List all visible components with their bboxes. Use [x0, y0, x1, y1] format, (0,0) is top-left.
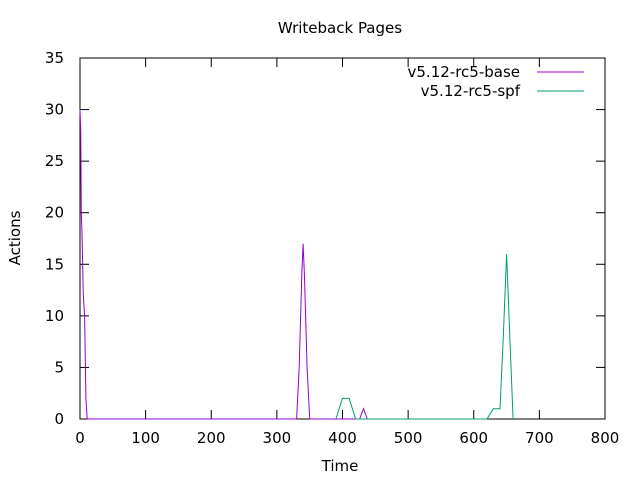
y-tick-label: 0: [54, 410, 64, 428]
y-tick-label: 35: [45, 49, 64, 67]
plot-border: [79, 57, 606, 420]
y-tick-label: 25: [45, 152, 64, 170]
y-tick-label: 5: [54, 358, 64, 376]
x-tick-label: 300: [263, 429, 292, 447]
series-layer: [79, 109, 514, 420]
legend-label-2: v5.12-rc5-spf: [421, 82, 521, 100]
y-tick-label: 30: [45, 101, 64, 119]
y-tick-label: 10: [45, 307, 64, 325]
x-tick-label: 400: [328, 429, 357, 447]
y-tick-label: 20: [45, 204, 64, 222]
chart-title: Writeback Pages: [278, 19, 402, 37]
x-tick-label: 600: [459, 429, 488, 447]
x-axis: 0 100 200 300 400 500 600 700 800: [75, 58, 619, 447]
x-tick-label: 700: [525, 429, 554, 447]
x-tick-label: 500: [394, 429, 423, 447]
legend-label-1: v5.12-rc5-base: [408, 63, 521, 81]
y-tick-label: 15: [45, 255, 64, 273]
series-line-1: [79, 109, 372, 420]
x-axis-label: Time: [321, 457, 359, 475]
x-tick-label: 0: [75, 429, 85, 447]
x-tick-label: 200: [197, 429, 226, 447]
x-tick-label: 100: [131, 429, 160, 447]
series-line-2: [335, 253, 514, 420]
plot-frame: [79, 57, 606, 420]
y-axis: 0 5 10 15 20 25 30 35: [45, 49, 605, 428]
y-axis-label: Actions: [6, 210, 24, 265]
x-tick-label: 800: [591, 429, 620, 447]
